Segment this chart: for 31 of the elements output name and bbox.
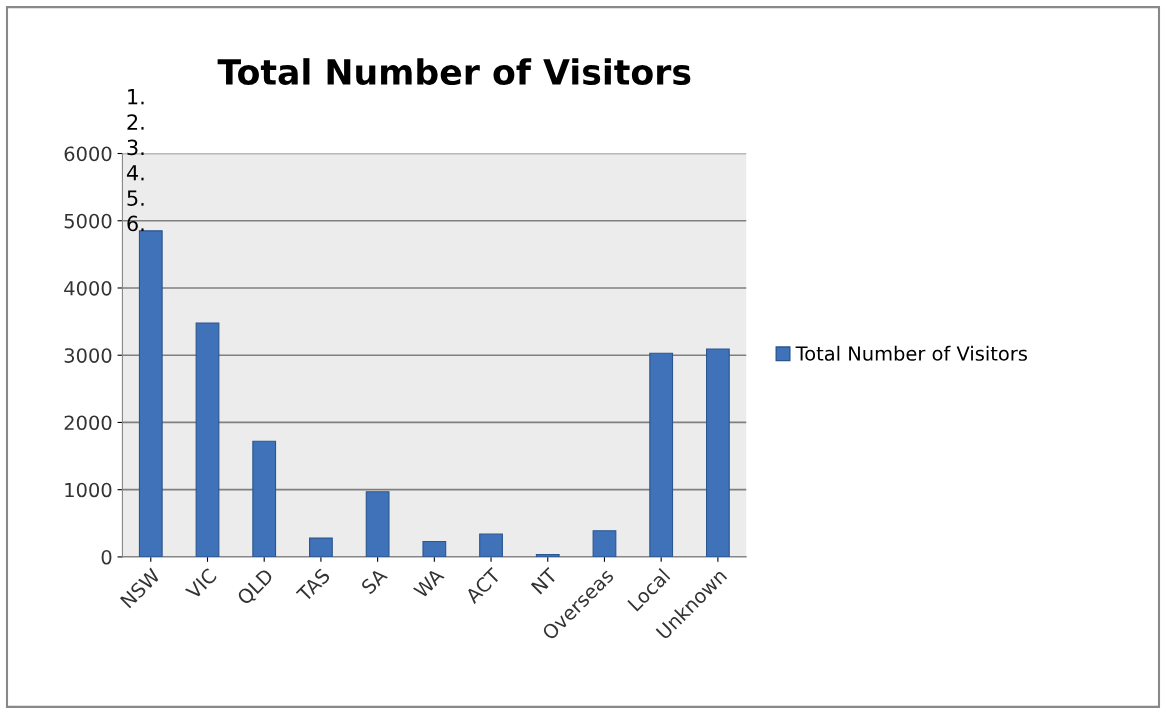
x-tick-label: QLD bbox=[236, 567, 276, 608]
y-tick-label: 4000 bbox=[64, 280, 112, 296]
y-tick-label: 1000 bbox=[65, 482, 112, 498]
y-tick-label: 6000 bbox=[64, 146, 112, 162]
bar bbox=[365, 491, 390, 557]
chart-title: Total Number of Visitors bbox=[217, 58, 691, 86]
bar bbox=[138, 230, 163, 557]
x-tick-label: SA bbox=[360, 567, 389, 595]
y-tick-label: 2000 bbox=[64, 415, 112, 431]
legend-label: Total Number of Visitors bbox=[795, 345, 1027, 361]
bar bbox=[195, 322, 220, 557]
annotation: 3. bbox=[127, 139, 144, 156]
bar bbox=[422, 540, 447, 557]
x-tick-label: VIC bbox=[184, 567, 218, 601]
bar bbox=[252, 440, 277, 557]
x-tick-label: TAS bbox=[295, 567, 331, 603]
text: 1. bbox=[128, 89, 144, 105]
bar bbox=[479, 533, 503, 557]
annotation: 5. bbox=[127, 190, 144, 206]
y-tick-label: 0 bbox=[101, 549, 112, 565]
annotation: 4. bbox=[126, 165, 144, 181]
bar bbox=[535, 554, 560, 557]
annotation: 6. bbox=[127, 215, 144, 232]
bar bbox=[649, 352, 674, 557]
bar bbox=[705, 348, 730, 557]
text: 2. bbox=[127, 114, 144, 130]
y-tick-label: 3000 bbox=[64, 348, 112, 363]
bar bbox=[309, 537, 333, 557]
y-tick-label: 5000 bbox=[64, 213, 112, 229]
bar bbox=[592, 530, 617, 557]
x-tick-label: WA bbox=[412, 567, 445, 599]
